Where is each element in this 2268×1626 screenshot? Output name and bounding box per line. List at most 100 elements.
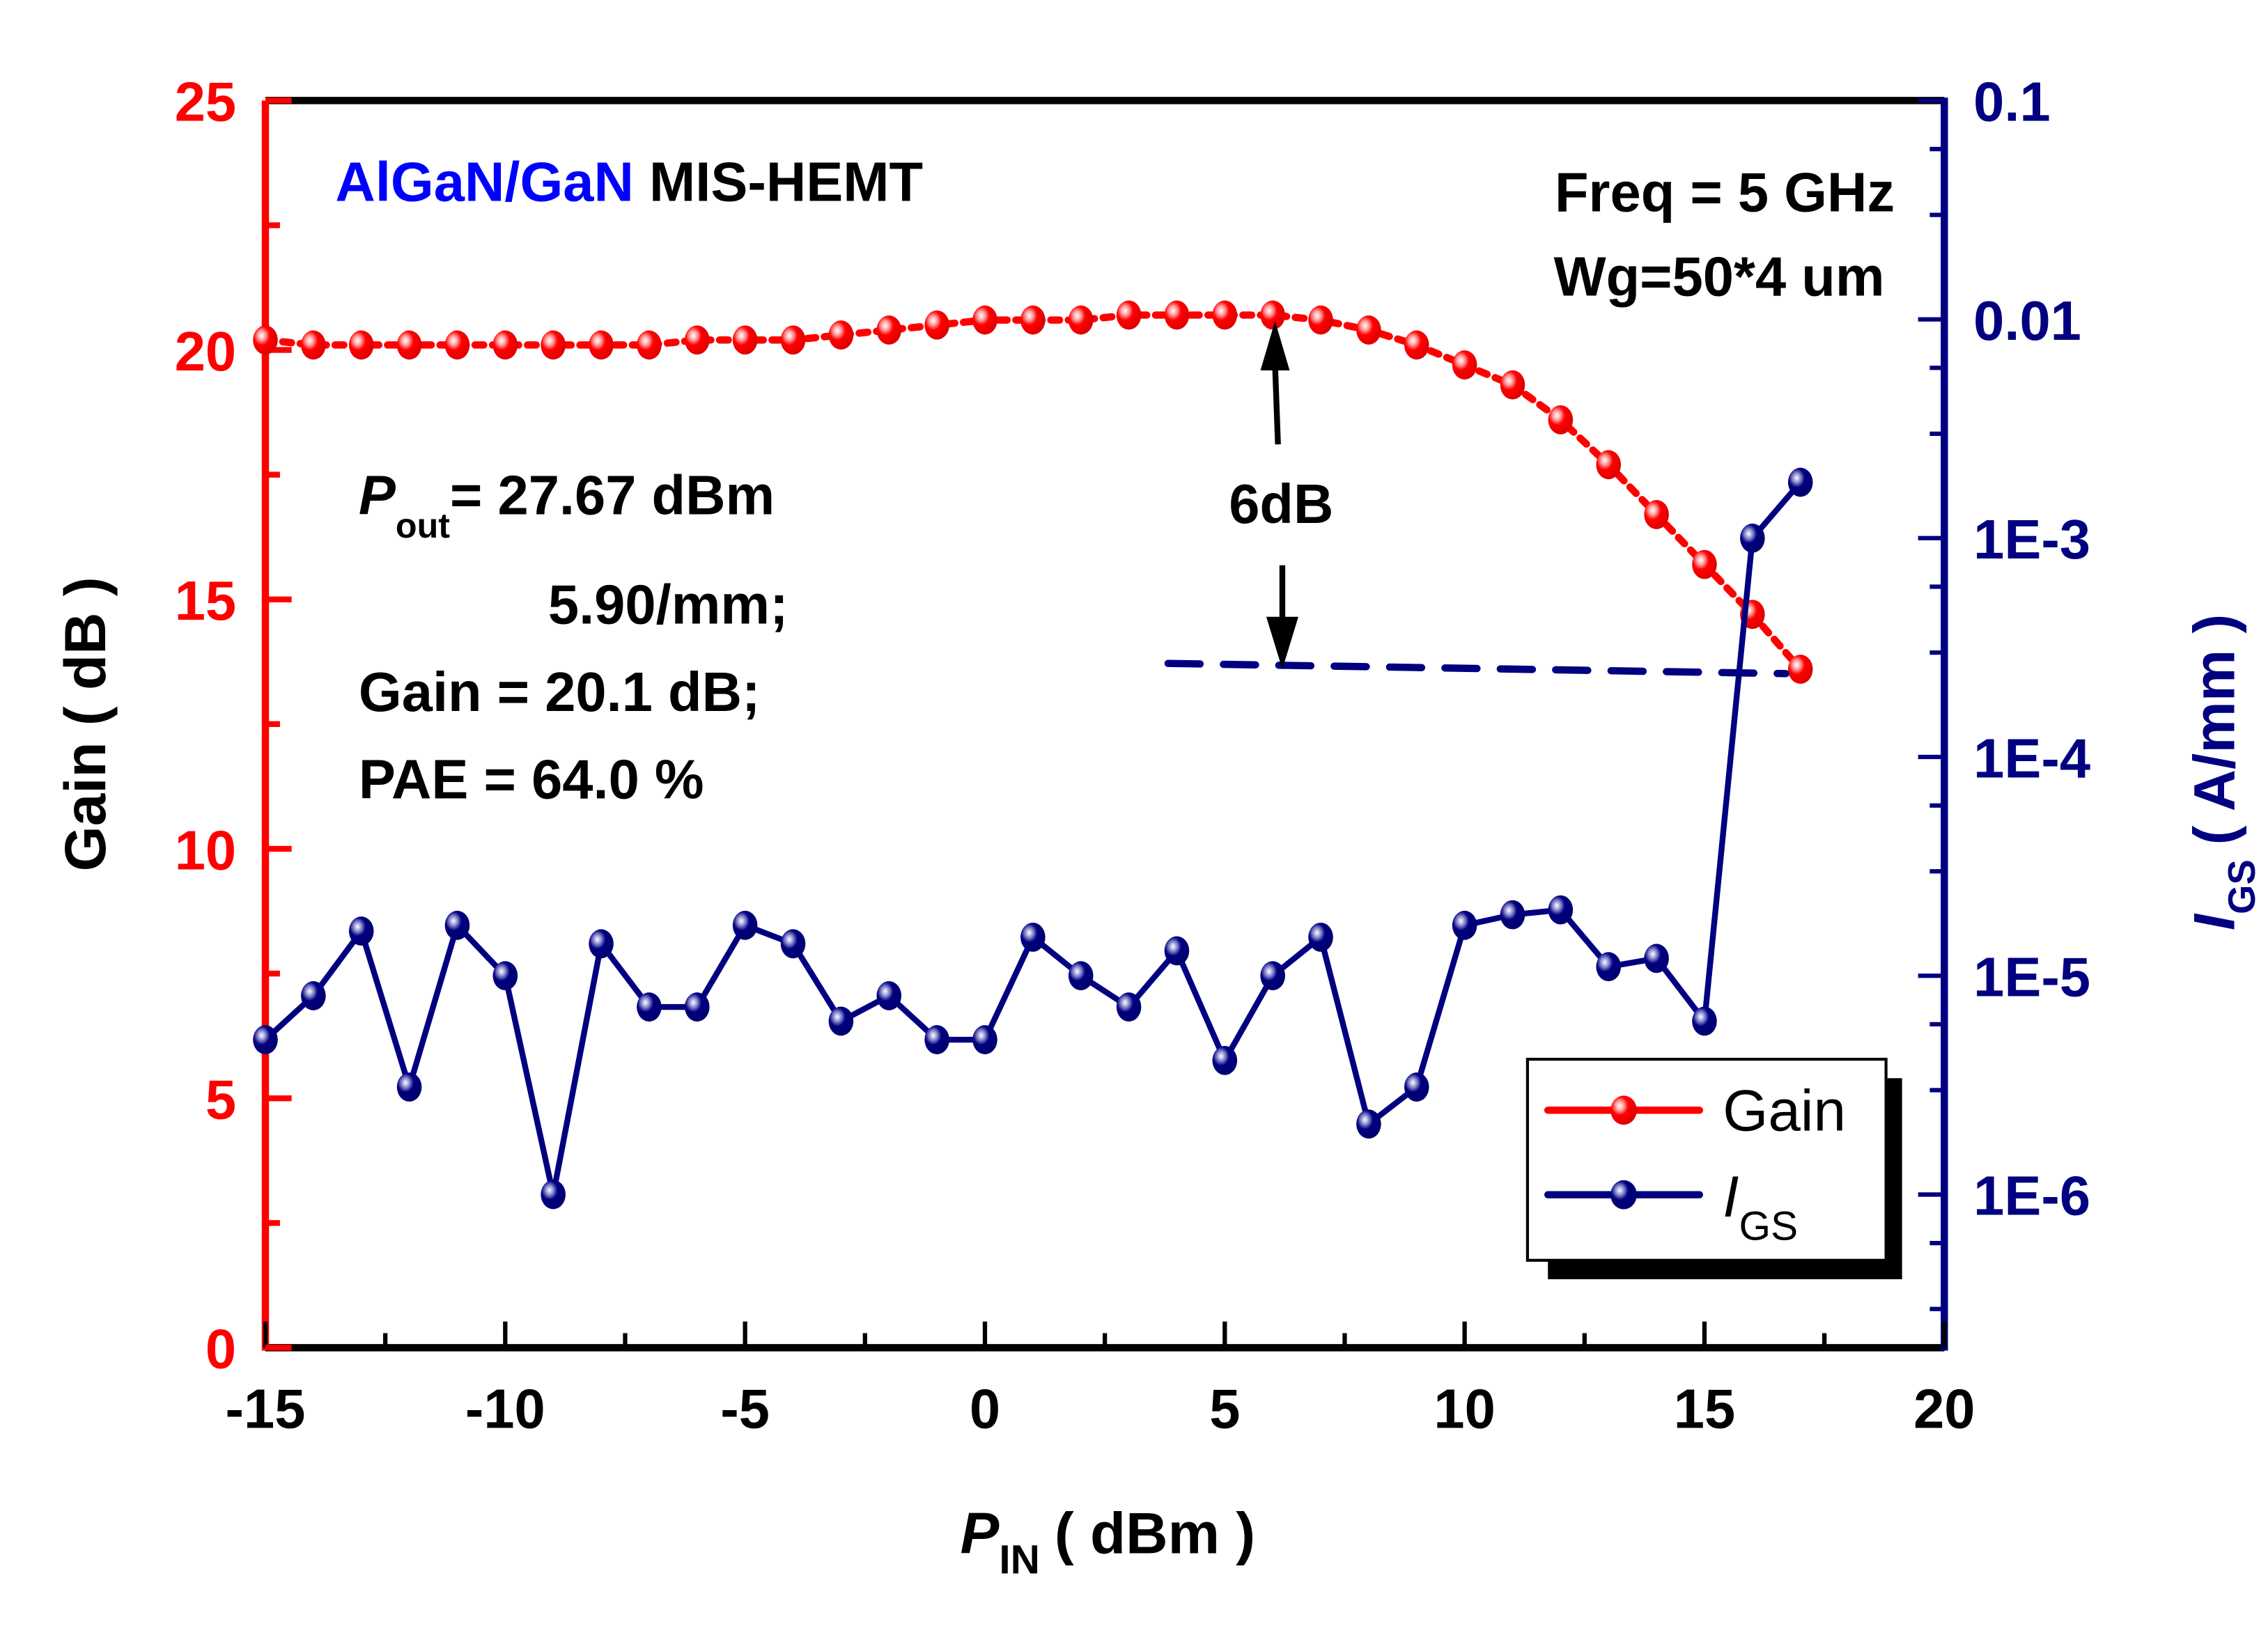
y-left-tick-label: 0 xyxy=(205,1318,236,1380)
x-tick-label: 20 xyxy=(1913,1377,1975,1439)
gain-point xyxy=(253,325,278,355)
igs-point xyxy=(685,992,710,1022)
y-right-tick-label: 1E-6 xyxy=(1973,1165,2090,1227)
pout-symbol: P xyxy=(359,464,396,526)
gain-point xyxy=(732,325,758,355)
igs-point xyxy=(1740,523,1765,553)
gain-series xyxy=(253,300,1813,684)
gate-width-label: Wg=50*4 um xyxy=(1554,246,1885,308)
legend-gain-label: Gain xyxy=(1723,1078,1846,1143)
igs-point xyxy=(1500,900,1525,930)
igs-point xyxy=(828,1006,854,1036)
gain-point xyxy=(1068,305,1094,335)
gain-point xyxy=(1596,450,1622,480)
gain-point xyxy=(876,315,902,345)
gain-point xyxy=(1787,655,1813,684)
arrow-up-shaft xyxy=(1272,364,1281,445)
x-tick-labels: -15 -10 -5 0 5 10 15 20 xyxy=(226,1377,1975,1439)
y-right-tick-label: 0.1 xyxy=(1973,71,2051,133)
x-axis-subscript: IN xyxy=(999,1538,1040,1583)
y-right-axis-subscript: GS xyxy=(2221,859,2263,914)
igs-point xyxy=(1212,1045,1238,1075)
gain-point xyxy=(1356,315,1381,345)
gain-point xyxy=(1404,330,1429,360)
y-left-tick-label: 10 xyxy=(175,819,236,881)
gain-point xyxy=(589,330,614,360)
pout-value: = 27.67 dBm xyxy=(450,464,775,526)
legend-igs-subscript: GS xyxy=(1739,1204,1799,1249)
y-left-tick-label: 15 xyxy=(175,570,236,632)
igs-point xyxy=(1596,952,1622,982)
x-ticks xyxy=(263,1321,1947,1348)
igs-point xyxy=(1164,936,1190,966)
y-left-tick-label: 25 xyxy=(175,71,236,133)
x-axis-title: PIN ( dBm ) xyxy=(961,1500,1256,1582)
y-right-ticks xyxy=(1918,98,1945,1311)
igs-point xyxy=(637,992,662,1022)
igs-point xyxy=(1787,467,1813,497)
legend-gain-marker xyxy=(1610,1095,1637,1125)
x-tick-label: 5 xyxy=(1209,1377,1240,1439)
igs-point xyxy=(1260,961,1285,991)
x-tick-label: -15 xyxy=(226,1377,306,1439)
y-right-tick-label: 0.01 xyxy=(1973,290,2081,352)
gain-point xyxy=(348,330,374,360)
igs-point xyxy=(348,916,374,946)
y-left-axis-title: Gain ( dB ) xyxy=(52,577,118,871)
igs-point xyxy=(1548,895,1574,925)
igs-point xyxy=(1020,922,1046,952)
compression-annotation xyxy=(1164,320,1790,678)
igs-series xyxy=(253,467,1813,1210)
y-left-tick-labels: 0 5 10 15 20 25 xyxy=(175,71,236,1380)
legend-igs-label: IGS xyxy=(1723,1164,1798,1249)
igs-point xyxy=(541,1180,566,1210)
legend-igs-marker xyxy=(1610,1180,1637,1210)
gain-point xyxy=(828,320,854,350)
igs-point xyxy=(589,929,614,959)
igs-point xyxy=(1116,992,1142,1022)
gain-point xyxy=(1644,500,1669,529)
compression-reference-dash xyxy=(1164,659,1790,678)
gain-point xyxy=(972,305,997,335)
x-axis-unit: ( dBm ) xyxy=(1055,1500,1255,1565)
igs-point xyxy=(396,1072,422,1102)
y-right-axis-unit: ( A/mm ) xyxy=(2182,614,2247,845)
gain-summary-label: Gain = 20.1 dB; xyxy=(359,661,761,723)
igs-point xyxy=(444,910,470,940)
gain-point xyxy=(685,325,710,355)
y-right-axis-symbol: I xyxy=(2182,913,2247,930)
gain-point xyxy=(541,330,566,360)
pae-label: PAE = 64.0 % xyxy=(359,749,704,811)
pout-density-label: 5.90/mm; xyxy=(548,574,789,636)
y-left-tick-label: 20 xyxy=(175,320,236,382)
gain-point xyxy=(1116,300,1142,330)
legend-igs-symbol: I xyxy=(1723,1164,1739,1229)
x-tick-label: -5 xyxy=(720,1377,770,1439)
igs-point xyxy=(492,961,518,991)
gain-point xyxy=(1308,305,1333,335)
igs-point xyxy=(972,1025,997,1055)
gain-point xyxy=(1548,405,1574,435)
compression-label: 6dB xyxy=(1229,473,1333,535)
igs-point xyxy=(732,910,758,940)
gain-point xyxy=(396,330,422,360)
x-tick-label: 15 xyxy=(1674,1377,1735,1439)
gain-point xyxy=(1212,300,1238,330)
device-label-type: MIS-HEMT xyxy=(634,151,923,213)
igs-point xyxy=(1308,922,1333,952)
igs-point xyxy=(924,1025,949,1055)
igs-point xyxy=(1644,944,1669,974)
gain-point xyxy=(637,330,662,360)
y-left-ticks xyxy=(265,97,292,1351)
y-right-axis-title: IGS ( A/mm ) xyxy=(2182,614,2263,930)
gain-point xyxy=(1164,300,1190,330)
y-right-tick-labels: 1E-6 1E-5 1E-4 1E-3 0.01 0.1 xyxy=(1973,71,2090,1227)
pout-label: Pout= 27.67 dBm xyxy=(359,464,775,545)
x-tick-label: 0 xyxy=(970,1377,1000,1439)
igs-point xyxy=(1692,1006,1717,1036)
device-label-material: AlGaN/GaN xyxy=(335,151,634,213)
igs-point xyxy=(1356,1109,1381,1139)
igs-point xyxy=(876,981,902,1010)
gain-point xyxy=(1692,549,1717,579)
